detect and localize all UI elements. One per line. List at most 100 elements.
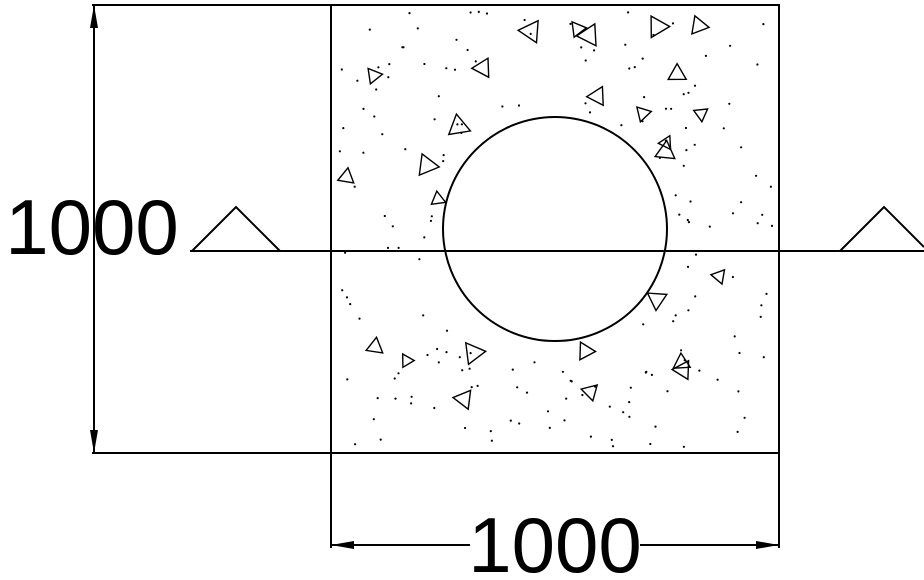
aggregate-triangle [635,106,653,124]
aggregate-dot [737,390,740,393]
aggregate-dot [672,320,675,323]
aggregate-dot [548,426,551,429]
aggregate-dot [529,32,532,36]
aggregate-dot [546,410,550,413]
aggregate-dot [680,349,683,352]
aggregate-dot [342,127,345,130]
aggregate-dot [693,143,696,146]
aggregate-dot [622,411,625,414]
aggregate-dot [356,79,359,82]
width-label-background [470,515,640,577]
aggregate-dot [694,295,697,298]
aggregate-triangle [470,56,490,79]
aggregate-dot [445,67,448,70]
aggregate-dot [685,149,688,152]
aggregate-dot [445,329,449,332]
aggregate-triangle [516,19,539,44]
aggregate-dot [340,68,343,71]
aggregate-dot [426,353,429,357]
aggregate-dot [523,18,526,22]
aggregate-dot [430,215,433,218]
aggregate-dot [464,426,467,430]
aggregate-dot [387,76,390,79]
aggregate-triangle [579,340,597,361]
aggregate-dot [731,212,735,215]
water-level-symbol-right [839,205,924,252]
aggregate-dot [755,174,758,177]
aggregate-dot [762,356,765,359]
aggregate-triangle [451,389,472,411]
aggregate-triangle [672,351,692,369]
aggregate-dot [682,93,685,96]
aggregate-dot [397,372,400,375]
aggregate-dot [358,317,361,320]
aggregate-dot [533,361,536,364]
aggregate-dot [437,361,440,364]
aggregate-dot [466,48,469,52]
aggregate-dot [422,314,425,317]
aggregate-dot [416,27,419,30]
aggregate-dot [470,386,473,389]
aggregate-dot [728,102,731,105]
aggregate-dot [437,95,440,98]
aggregate-dot [610,438,613,441]
aggregate-dot [740,201,743,204]
aggregate-dot [375,88,378,91]
aggregate-dot [770,224,774,227]
aggregate-dot [376,397,379,400]
aggregate-dot [456,123,459,126]
aggregate-dot [682,445,686,448]
aggregate-dot [593,49,596,52]
aggregate-triangle [656,134,672,151]
aggregate-triangle [418,152,441,177]
aggregate-dot [687,309,690,312]
aggregate-dot [570,380,573,383]
aggregate-triangle [709,268,726,286]
aggregate-dot [654,425,657,428]
aggregate-dot [469,352,472,355]
aggregate-dot [664,107,668,110]
concrete-block [330,4,780,454]
aggregate-dot [765,292,768,295]
aggregate-dot [362,107,365,110]
aggregate-dot [442,154,445,157]
concrete-aggregate-hatch [336,10,774,448]
aggregate-dot [517,104,521,107]
aggregate-dot [423,62,426,66]
aggregate-dot [670,107,673,110]
aggregate-dot [474,60,477,63]
aggregate-dot [408,12,411,15]
aggregate-dot [442,160,445,163]
aggregate-dot [345,296,349,299]
aggregate-dot [393,377,396,380]
aggregate-dot [611,445,615,448]
aggregate-dot [338,150,341,153]
aggregate-dot [686,218,689,222]
aggregate-dot [671,22,675,25]
aggregate-triangle [692,108,709,124]
aggregate-dot [722,127,725,130]
aggregate-dot [628,415,631,418]
aggregate-dot [379,438,382,441]
aggregate-dot [433,406,436,410]
aggregate-dot [588,111,592,114]
aggregate-dot [608,405,611,408]
aggregate-dot [563,419,566,422]
aggregate-dot [569,22,572,25]
aggregate-dot [516,386,519,389]
aggregate-dot [643,96,646,99]
aggregate-dot [756,222,759,225]
aggregate-dot [650,373,654,376]
aggregate-dot [394,397,397,400]
aggregate-dot [485,12,489,15]
width-dimension-label: 1000 [468,501,642,580]
aggregate-triangle [575,22,597,47]
aggregate-dot [453,68,457,71]
aggregate-dot [682,164,685,167]
aggregate-dot [649,442,652,446]
aggregate-dot [627,11,630,14]
aggregate-dot [704,54,708,58]
aggregate-dot [693,84,697,87]
height-arrow-bottom [90,430,98,453]
aggregate-triangle [367,67,384,86]
